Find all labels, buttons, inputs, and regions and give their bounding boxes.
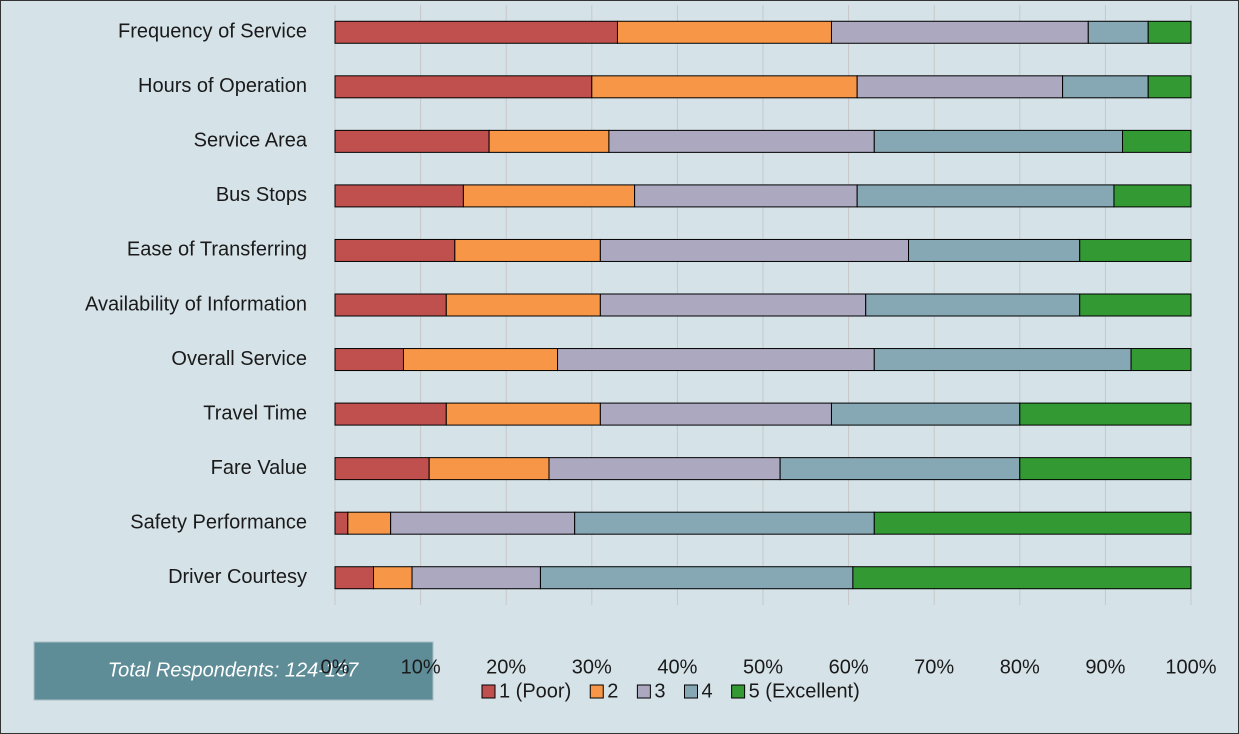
y-tick-label: Hours of Operation: [138, 75, 307, 97]
bar-segment: [873, 348, 1132, 372]
bar-segment: [865, 293, 1081, 317]
bar-segment: [390, 511, 576, 535]
bar-segment: [1147, 20, 1192, 44]
bar-segment: [539, 566, 854, 590]
bar-segment: [574, 511, 875, 535]
annotation-box: [33, 641, 434, 701]
bar-segment: [1019, 457, 1192, 481]
bar-segment: [373, 566, 413, 590]
bar-segment: [852, 566, 1192, 590]
bar-segment: [334, 566, 375, 590]
x-tick-label: 70%: [914, 656, 954, 678]
bar-segment: [1113, 184, 1192, 208]
bar-segment: [488, 129, 610, 153]
bar-segment: [402, 348, 559, 372]
x-tick-label: 0%: [321, 656, 350, 678]
bar-segment: [1062, 75, 1149, 99]
bar-segment: [1087, 20, 1149, 44]
legend-swatch: [481, 684, 496, 699]
bar-segment: [1019, 402, 1192, 426]
x-tick-label: 20%: [486, 656, 526, 678]
bar-segment: [347, 511, 392, 535]
bar-segment: [873, 129, 1124, 153]
bar-segment: [1079, 293, 1192, 317]
bar-segment: [608, 129, 875, 153]
legend-label: 3: [654, 680, 665, 702]
bar-segment: [428, 457, 550, 481]
x-tick-label: 100%: [1165, 656, 1216, 678]
legend-label: 1 (Poor): [499, 680, 571, 702]
bar-segment: [334, 293, 447, 317]
legend-swatch: [636, 684, 651, 699]
x-tick-label: 10%: [401, 656, 441, 678]
x-tick-label: 50%: [743, 656, 783, 678]
bar-segment: [1147, 75, 1192, 99]
legend-label: 5 (Excellent): [749, 680, 860, 702]
bar-segment: [634, 184, 858, 208]
legend-swatch: [684, 684, 698, 699]
bar-segment: [830, 20, 1089, 44]
bar-segment: [334, 238, 456, 262]
bar-segment: [334, 348, 404, 372]
bar-segment: [908, 238, 1081, 262]
bar-segment: [779, 457, 1021, 481]
x-tick-label: 90%: [1085, 656, 1125, 678]
legend-label: 4: [702, 680, 713, 702]
annotation: Total Respondents: 124-137: [108, 659, 359, 681]
bar-segment: [1079, 238, 1192, 262]
y-tick-label: Availability of Information: [85, 293, 307, 315]
bar-segment: [1122, 129, 1192, 153]
bar-segment: [599, 238, 910, 262]
bar-segment: [599, 402, 832, 426]
bar-segment: [334, 75, 593, 99]
y-tick-label: Overall Service: [171, 348, 307, 370]
y-tick-label: Frequency of Service: [118, 21, 307, 43]
bar-segment: [334, 184, 464, 208]
bar-segment: [591, 75, 858, 99]
y-tick-label: Service Area: [194, 130, 308, 152]
legend-swatch: [731, 684, 746, 699]
bar-segment: [557, 348, 875, 372]
x-tick-label: 40%: [657, 656, 697, 678]
x-tick-label: 80%: [1000, 656, 1040, 678]
bar-segment: [462, 184, 636, 208]
bar-segment: [445, 293, 601, 317]
y-tick-label: Safety Performance: [130, 511, 307, 533]
bar-segment: [334, 457, 430, 481]
y-tick-label: Travel Time: [203, 402, 307, 424]
legend-label: 2: [607, 680, 618, 702]
bar-segment: [334, 511, 349, 535]
bar-segment: [856, 184, 1115, 208]
x-tick-label: 60%: [829, 656, 869, 678]
bar-segment: [599, 293, 867, 317]
bar-segment: [454, 238, 601, 262]
bar-segment: [1130, 348, 1192, 372]
bar-segment: [548, 457, 781, 481]
bar-segment: [830, 402, 1021, 426]
bar-segment: [856, 75, 1064, 99]
bar-segment: [334, 20, 618, 44]
bar-segment: [873, 511, 1192, 535]
legend-swatch: [589, 684, 604, 699]
x-tick-label: 30%: [572, 656, 612, 678]
y-tick-label: Ease of Transferring: [127, 239, 307, 261]
bar-segment: [334, 129, 490, 153]
y-tick-label: Driver Courtesy: [168, 566, 307, 588]
bar-segment: [616, 20, 832, 44]
bar-segment: [411, 566, 541, 590]
y-tick-label: Fare Value: [211, 457, 307, 479]
bar-segment: [445, 402, 601, 426]
y-tick-label: Bus Stops: [216, 184, 307, 206]
bar-segment: [334, 402, 447, 426]
